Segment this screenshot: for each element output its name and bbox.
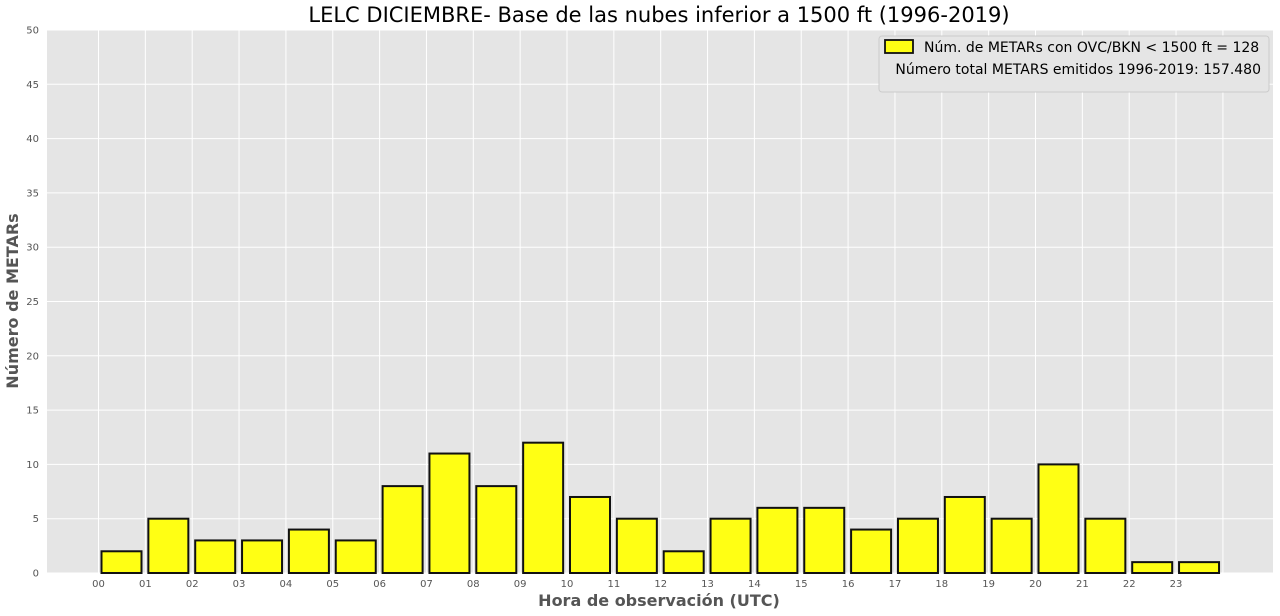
y-axis-ticks: 0 5 10 15 20 25 30 35 40 45 50: [26, 26, 39, 580]
bar: [990, 517, 1033, 575]
x-tick-label: 18: [935, 579, 948, 590]
x-tick-label: 01: [139, 579, 152, 590]
x-tick-label: 12: [654, 579, 667, 590]
x-axis-label: Hora de observación (UTC): [538, 591, 780, 610]
x-tick-label: 14: [748, 579, 761, 590]
bar: [334, 539, 377, 574]
bar: [850, 528, 893, 574]
bar: [896, 517, 939, 575]
x-axis-ticks: 00 01 02 03 04 05 06 07 08 09 10 11 12 13 14 15 16 17 18 19…: [92, 579, 1182, 590]
bar: [287, 528, 330, 574]
x-tick-label: 05: [326, 579, 339, 590]
bar: [1178, 561, 1221, 575]
bar: [1131, 561, 1174, 575]
bar: [522, 441, 565, 574]
bars: [100, 441, 1221, 575]
bar: [381, 485, 424, 574]
bar: [1037, 463, 1080, 574]
bar: [241, 539, 284, 574]
bar: [194, 539, 237, 574]
bar: [1084, 517, 1127, 575]
x-tick-label: 10: [561, 579, 574, 590]
legend-annotation: Número total METARS emitidos 1996-2019: …: [895, 62, 1261, 78]
x-tick-label: 23: [1170, 579, 1183, 590]
bar: [569, 495, 611, 575]
legend-box: [878, 35, 1270, 93]
y-tick-label: 40: [26, 134, 39, 145]
y-tick-label: 45: [26, 80, 39, 91]
grid: [47, 29, 1273, 574]
x-tick-label: 08: [467, 579, 480, 590]
bar: [662, 550, 705, 575]
x-tick-label: 13: [701, 579, 714, 590]
x-tick-label: 15: [795, 579, 808, 590]
y-tick-label: 30: [26, 243, 39, 254]
x-tick-label: 04: [280, 579, 293, 590]
x-tick-label: 16: [842, 579, 855, 590]
x-tick-label: 00: [92, 579, 105, 590]
x-tick-label: 07: [420, 579, 433, 590]
x-tick-label: 11: [607, 579, 620, 590]
bar: [147, 517, 190, 575]
x-tick-label: 09: [514, 579, 527, 590]
y-tick-label: 35: [26, 188, 39, 199]
legend-swatch: [884, 39, 914, 54]
bar: [803, 506, 846, 574]
y-tick-label: 50: [26, 26, 39, 37]
x-tick-label: 19: [982, 579, 995, 590]
legend-entry: Núm. de METARs con OVC/BKN < 1500 ft = 1…: [924, 40, 1259, 56]
x-tick-label: 06: [373, 579, 386, 590]
y-tick-label: 5: [33, 514, 39, 525]
x-tick-label: 21: [1076, 579, 1089, 590]
x-tick-label: 17: [889, 579, 902, 590]
y-tick-label: 0: [33, 569, 39, 580]
legend: Núm. de METARs con OVC/BKN < 1500 ft = 1…: [878, 35, 1270, 93]
bar: [428, 452, 471, 575]
x-tick-label: 02: [186, 579, 199, 590]
bar: [475, 485, 518, 574]
bar: [943, 495, 986, 575]
bar: [100, 550, 143, 575]
y-axis-label: Número de METARs: [3, 213, 22, 388]
bar: [615, 517, 658, 575]
x-tick-label: 03: [233, 579, 246, 590]
x-tick-label: 22: [1123, 579, 1136, 590]
y-tick-label: 20: [26, 351, 39, 362]
y-tick-label: 10: [26, 460, 39, 471]
bar: [709, 517, 752, 575]
bar: [756, 506, 799, 574]
y-tick-label: 25: [26, 297, 39, 308]
chart-title: LELC DICIEMBRE- Base de las nubes inferi…: [308, 3, 1009, 27]
x-tick-label: 20: [1029, 579, 1042, 590]
y-tick-label: 15: [26, 406, 39, 417]
